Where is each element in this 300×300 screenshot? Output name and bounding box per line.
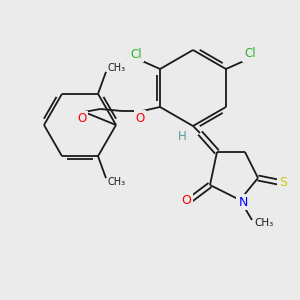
Text: CH₃: CH₃	[108, 63, 126, 73]
Text: H: H	[178, 130, 186, 143]
Text: Cl: Cl	[130, 47, 142, 61]
Text: O: O	[77, 112, 87, 125]
Text: O: O	[136, 112, 145, 124]
Text: N: N	[238, 196, 248, 208]
Text: CH₃: CH₃	[254, 218, 273, 228]
Text: S: S	[279, 176, 287, 188]
Text: CH₃: CH₃	[108, 177, 126, 187]
Text: O: O	[181, 194, 191, 206]
Text: Cl: Cl	[244, 47, 256, 61]
